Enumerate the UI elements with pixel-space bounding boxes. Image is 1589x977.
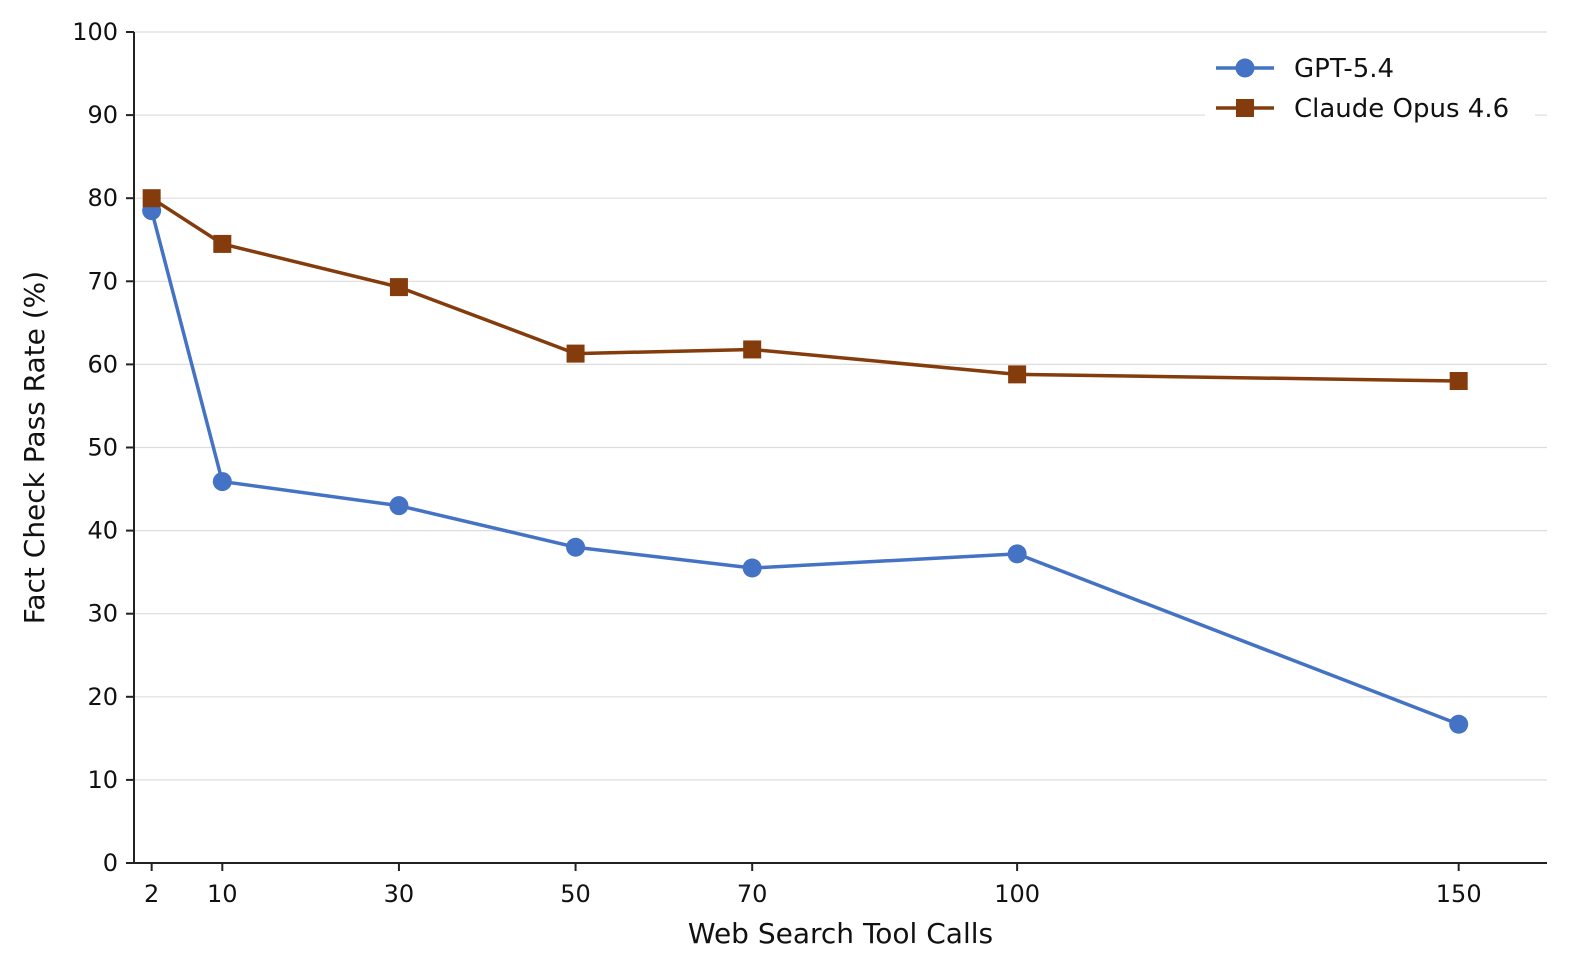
data-point (1449, 372, 1468, 391)
data-point (1007, 544, 1027, 564)
series-layer (142, 189, 1469, 734)
legend: GPT-5.4 Claude Opus 4.6 (1205, 46, 1535, 126)
data-point (566, 537, 586, 557)
data-point (1008, 365, 1027, 384)
data-point (389, 278, 408, 297)
y-tick-label: 90 (87, 101, 118, 129)
legend-item: Claude Opus 4.6 (1216, 94, 1509, 124)
legend-label: GPT-5.4 (1294, 54, 1394, 84)
data-point (743, 340, 762, 359)
y-axis-title: Fact Check Pass Rate (%) (18, 271, 51, 624)
series-claude-opus-4-6 (142, 189, 1468, 391)
x-axis-title: Web Search Tool Calls (688, 917, 993, 950)
y-tick-label: 0 (103, 849, 118, 877)
y-tick-label: 30 (87, 600, 118, 628)
legend-label: Claude Opus 4.6 (1294, 94, 1509, 124)
y-tick-label: 60 (87, 350, 118, 378)
y-tick-label: 20 (87, 683, 118, 711)
x-tick-label: 30 (384, 880, 415, 908)
x-tick-label: 100 (994, 880, 1040, 908)
series-line (150, 196, 1459, 383)
y-tick-label: 80 (87, 184, 118, 212)
data-point (213, 234, 232, 253)
data-point (1449, 714, 1469, 734)
y-tick-label: 50 (87, 434, 118, 462)
data-point (742, 558, 762, 578)
data-point (212, 472, 232, 492)
legend-marker (1236, 99, 1254, 117)
gridlines (134, 31, 1547, 781)
data-point (142, 189, 161, 208)
x-tick-label: 2 (144, 880, 159, 908)
legend-marker (1235, 58, 1255, 78)
series-gpt-5-4 (142, 201, 1469, 734)
series-line (149, 210, 1460, 726)
data-point (389, 496, 409, 516)
data-point (566, 344, 585, 363)
y-tick-label: 100 (72, 18, 118, 46)
x-tick-label: 70 (737, 880, 768, 908)
legend-background (1205, 46, 1535, 126)
y-tick-label: 40 (87, 517, 118, 545)
y-tick-label: 70 (87, 267, 118, 295)
x-tick-label: 150 (1436, 880, 1482, 908)
legend-item: GPT-5.4 (1216, 54, 1394, 84)
x-tick-label: 50 (560, 880, 591, 908)
x-axis-ticks: 2 10 30 50 70 100 150 (144, 863, 1482, 908)
x-tick-label: 10 (207, 880, 238, 908)
y-axis-ticks: 0 10 20 30 40 50 60 70 80 90 100 (72, 18, 134, 877)
y-tick-label: 10 (87, 766, 118, 794)
